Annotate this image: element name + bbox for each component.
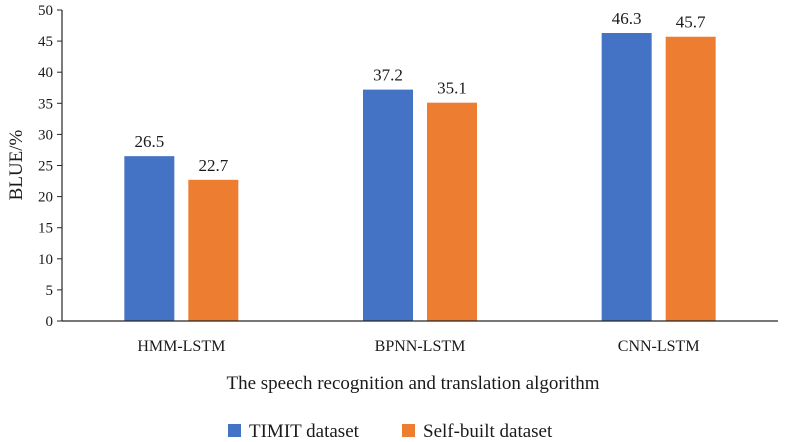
legend: TIMIT dataset Self-built dataset xyxy=(228,421,553,442)
bar-cnn-lstm-series-2 xyxy=(665,36,716,321)
y-tick-label: 10 xyxy=(38,252,53,268)
y-tick-label: 40 xyxy=(38,65,53,81)
y-tick-label: 5 xyxy=(46,283,54,299)
bar-bpnn-lstm-series-1 xyxy=(363,89,413,321)
bar-cnn-lstm-series-1 xyxy=(601,33,652,321)
y-tick-label: 30 xyxy=(38,127,53,143)
data-label: 22.7 xyxy=(198,156,228,175)
data-label: 46.3 xyxy=(612,9,642,28)
data-label: 35.1 xyxy=(437,79,467,98)
y-tick-label: 0 xyxy=(46,314,54,330)
x-tick-label: CNN-LSTM xyxy=(618,338,700,355)
x-axis-category-labels: HMM-LSTM BPNN-LSTM CNN-LSTM xyxy=(137,338,699,355)
legend-label: Self-built dataset xyxy=(423,421,553,442)
y-axis-title: BLUE/% xyxy=(6,129,27,200)
y-tick-label: 20 xyxy=(38,190,53,206)
y-tick-label: 50 xyxy=(38,3,53,19)
data-label: 26.5 xyxy=(134,132,164,151)
y-tick-label: 15 xyxy=(38,221,53,237)
legend-swatch-series-1 xyxy=(228,424,241,437)
bar-hmm-lstm-series-2 xyxy=(188,179,239,321)
data-label: 45.7 xyxy=(676,13,706,32)
y-tick-label: 35 xyxy=(38,96,53,112)
bar-bpnn-lstm-series-2 xyxy=(427,102,477,321)
bar-hmm-lstm-series-1 xyxy=(124,156,175,321)
y-tick-label: 45 xyxy=(38,34,53,50)
y-axis-ticks: 0 5 10 15 20 25 30 35 40 45 50 xyxy=(38,3,62,330)
data-labels: 26.5 22.7 37.2 35.1 46.3 45.7 xyxy=(134,9,706,175)
x-tick-label: HMM-LSTM xyxy=(137,338,225,355)
legend-swatch-series-2 xyxy=(402,424,415,437)
y-tick-label: 25 xyxy=(38,159,53,175)
x-tick-label: BPNN-LSTM xyxy=(375,338,466,355)
data-label: 37.2 xyxy=(373,66,403,85)
legend-label: TIMIT dataset xyxy=(249,421,360,442)
x-axis-title: The speech recognition and translation a… xyxy=(226,373,599,394)
bars xyxy=(124,33,716,321)
